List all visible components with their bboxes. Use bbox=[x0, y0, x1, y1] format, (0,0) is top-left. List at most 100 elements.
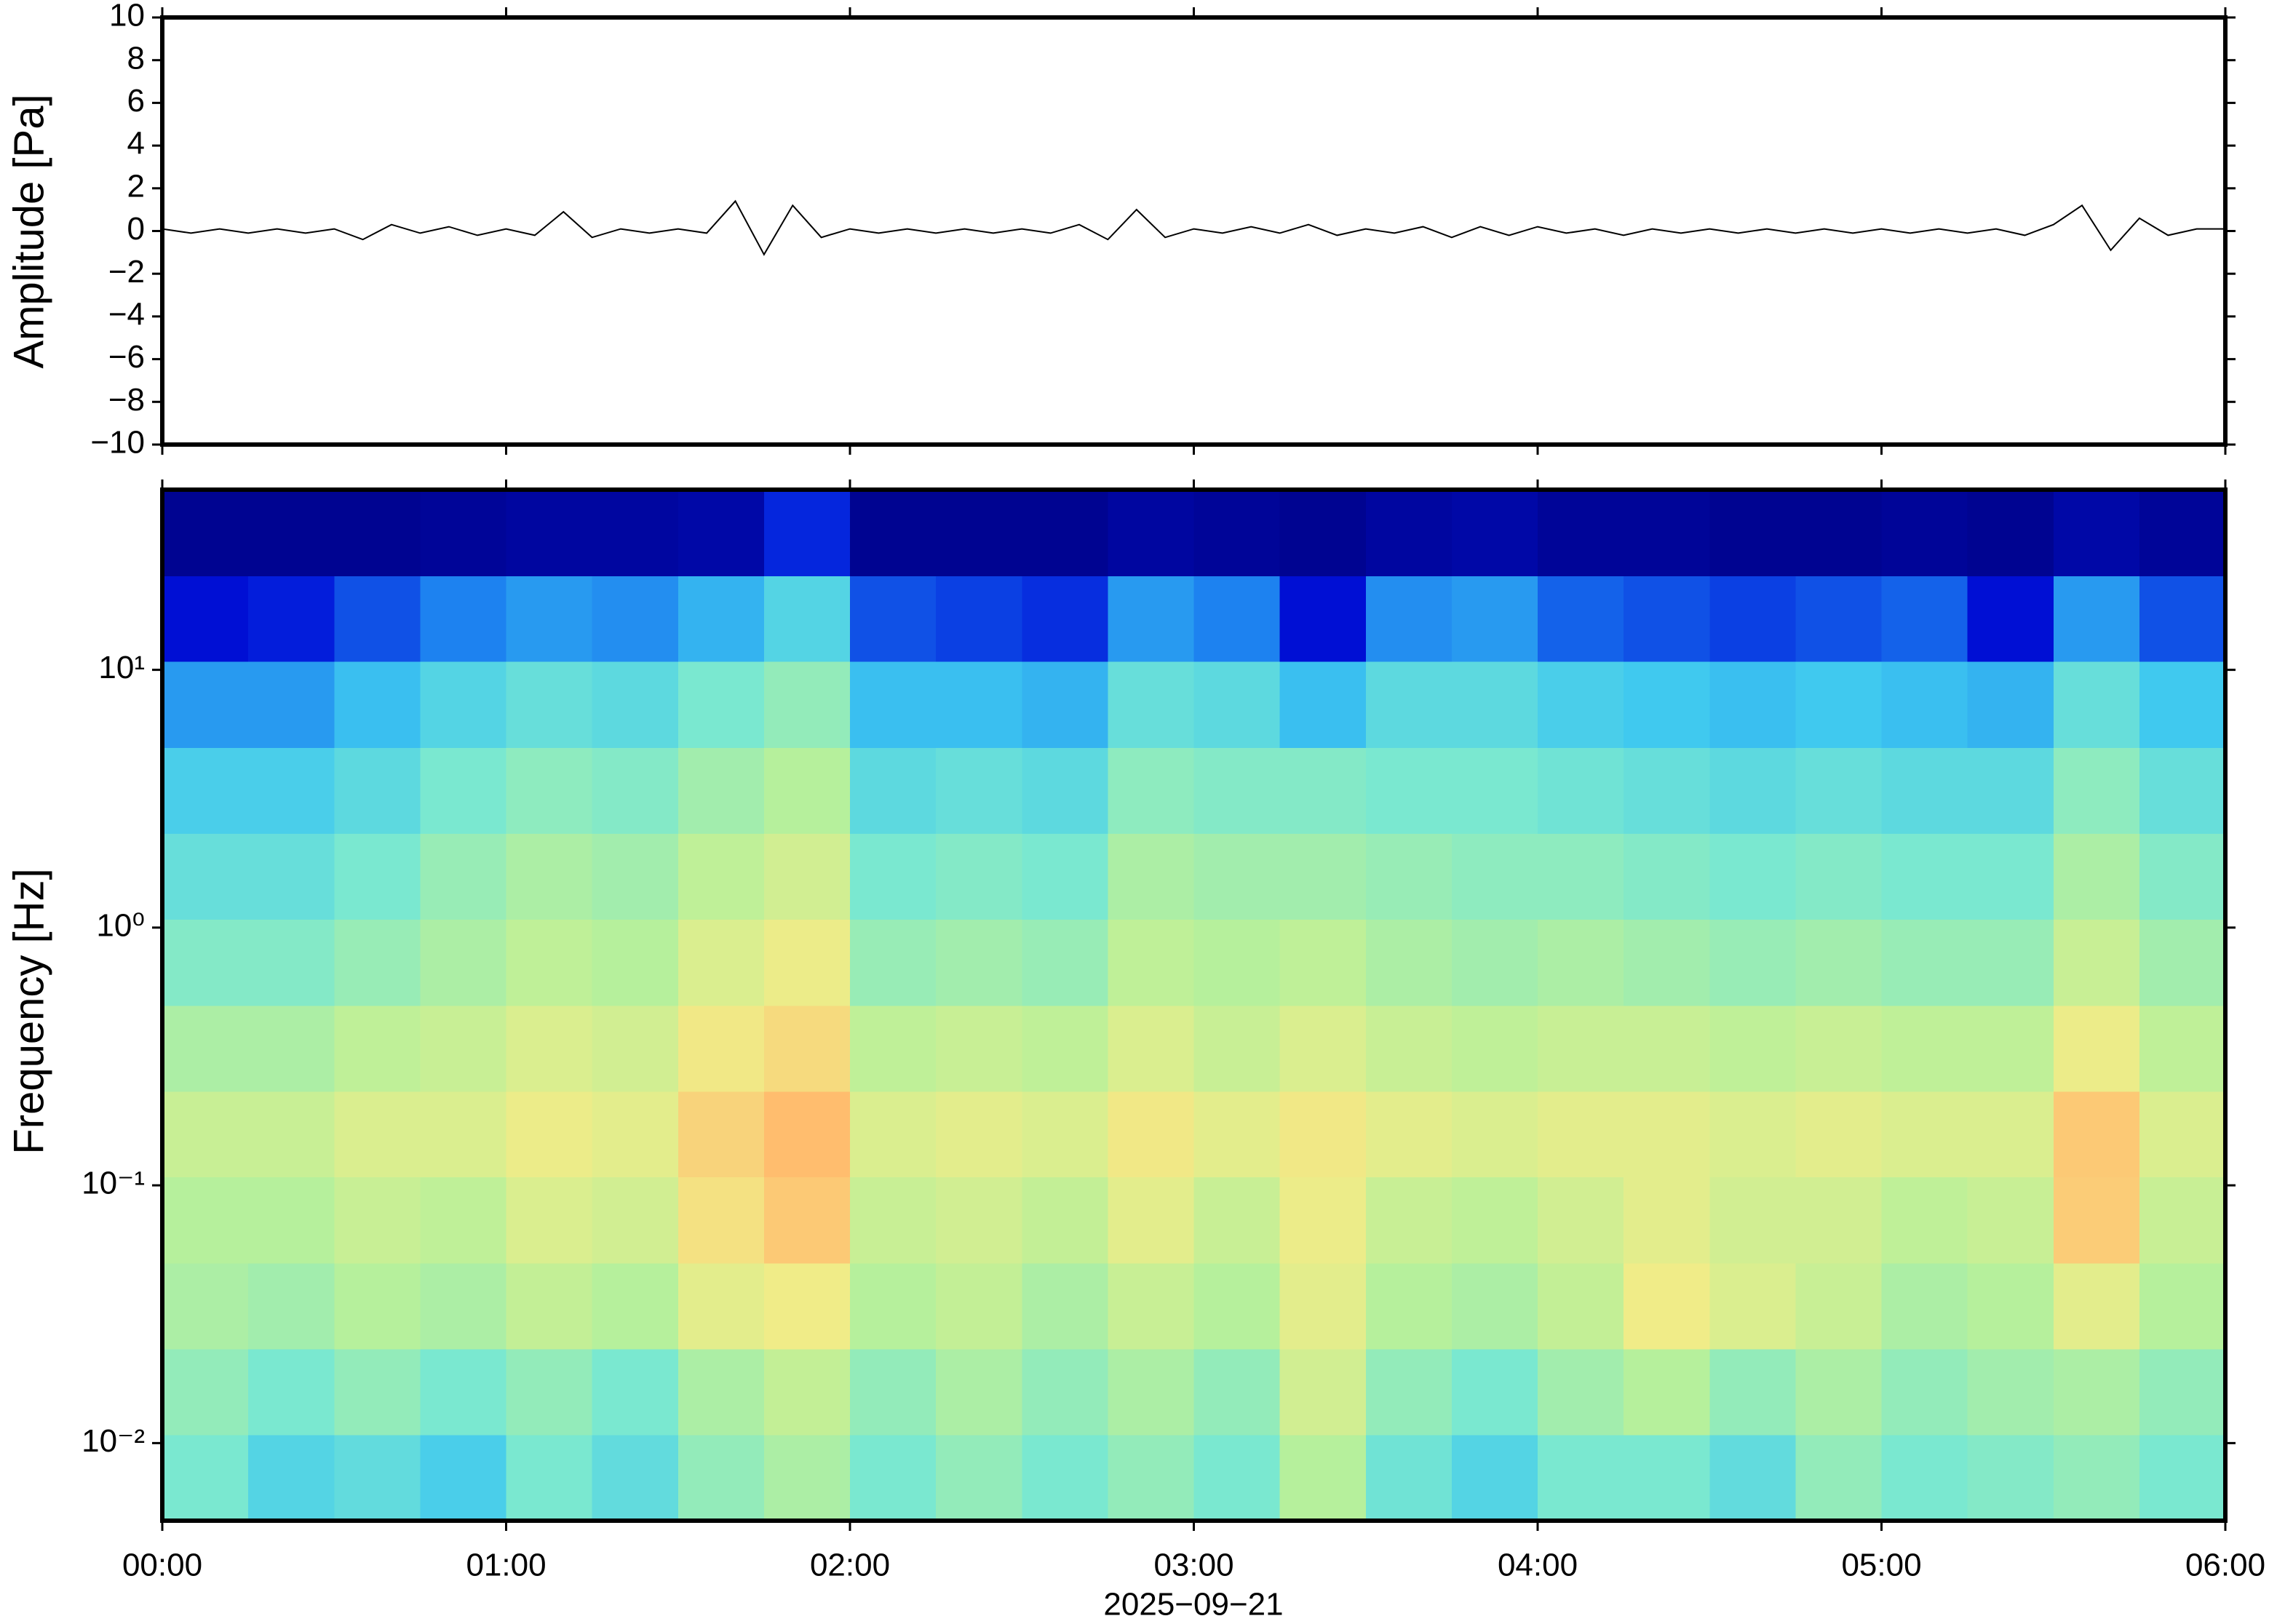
spectrogram-cell bbox=[1451, 919, 1538, 1006]
spectrogram-cell bbox=[763, 576, 851, 662]
spectrogram-cell bbox=[334, 1091, 421, 1178]
spectrogram-cell bbox=[936, 833, 1023, 920]
spectrogram-cell bbox=[850, 1005, 937, 1092]
spectrogram-cell bbox=[1795, 1091, 1883, 1178]
spectrogram-cell bbox=[1108, 747, 1195, 835]
spectrogram-cell bbox=[1193, 1348, 1281, 1436]
y-axis-title: Amplitude [Pa] bbox=[5, 94, 52, 368]
spectrogram-cell bbox=[1967, 490, 2054, 576]
spectrogram-cell bbox=[2053, 919, 2140, 1006]
spectrogram-cell bbox=[677, 661, 765, 749]
y-tick-label: 10⁰ bbox=[96, 907, 145, 943]
spectrogram-cell bbox=[1365, 661, 1453, 749]
spectrogram-cell bbox=[1193, 576, 1281, 662]
y-tick-label: −10 bbox=[90, 425, 145, 461]
spectrogram-cell bbox=[1967, 661, 2054, 749]
y-tick-label: 2 bbox=[127, 168, 145, 204]
spectrogram-cell bbox=[1709, 1348, 1797, 1436]
spectrogram-cell bbox=[1709, 661, 1797, 749]
spectrogram-cell bbox=[1538, 1262, 1624, 1350]
x-tick-label: 05:00 bbox=[1841, 1548, 1921, 1583]
spectrogram-cell bbox=[763, 1348, 851, 1436]
spectrogram-cell bbox=[2139, 1348, 2226, 1436]
spectrogram-cell bbox=[1451, 747, 1538, 835]
spectrogram-cell bbox=[2139, 661, 2226, 749]
x-tick-label: 00:00 bbox=[122, 1548, 202, 1583]
spectrogram-cell bbox=[1022, 490, 1109, 576]
spectrogram-cell bbox=[1193, 661, 1281, 749]
y-tick-label: −2 bbox=[108, 254, 145, 290]
spectrogram-cell bbox=[936, 1434, 1023, 1521]
spectrogram-cell bbox=[592, 1005, 679, 1092]
spectrogram-cell bbox=[1881, 833, 1968, 920]
spectrogram-cell bbox=[1022, 1005, 1109, 1092]
spectrogram-cell bbox=[677, 490, 765, 576]
spectrogram-cell bbox=[1279, 1434, 1367, 1521]
spectrogram-cell bbox=[936, 576, 1023, 662]
spectrogram-cell bbox=[2053, 1005, 2140, 1092]
spectrogram-cell bbox=[1624, 1091, 1711, 1178]
spectrogram-cell bbox=[506, 1434, 593, 1521]
spectrogram-cell bbox=[1279, 661, 1367, 749]
spectrogram-cell bbox=[1881, 1434, 1968, 1521]
spectrogram-cell bbox=[162, 1091, 249, 1178]
spectrogram-cell bbox=[1709, 833, 1797, 920]
spectrogram-cell bbox=[1967, 1262, 2054, 1350]
spectrogram-cell bbox=[1022, 576, 1109, 662]
spectrogram-cell bbox=[334, 919, 421, 1006]
spectrogram-cell bbox=[1709, 1005, 1797, 1092]
spectrogram-cell bbox=[763, 1005, 851, 1092]
spectrogram-cell bbox=[1881, 1091, 1968, 1178]
spectrogram-cell bbox=[592, 1434, 679, 1521]
spectrogram-cell bbox=[1108, 1434, 1195, 1521]
spectrogram-cell bbox=[1881, 1005, 1968, 1092]
spectrogram-cell bbox=[936, 919, 1023, 1006]
spectrogram-cell bbox=[936, 1348, 1023, 1436]
spectrogram-cell bbox=[1967, 747, 2054, 835]
spectrogram-cell bbox=[1365, 919, 1453, 1006]
spectrogram-cell bbox=[936, 1005, 1023, 1092]
spectrogram-cell bbox=[1795, 747, 1883, 835]
spectrogram-cell bbox=[2139, 1091, 2226, 1178]
spectrogram-cell bbox=[506, 1262, 593, 1350]
spectrogram-cell bbox=[763, 833, 851, 920]
spectrogram-cell bbox=[763, 1091, 851, 1178]
spectrogram-cell bbox=[1193, 833, 1281, 920]
spectrogram-cell bbox=[1795, 576, 1883, 662]
spectrogram-cell bbox=[334, 747, 421, 835]
spectrogram-cell bbox=[162, 833, 249, 920]
spectrogram-cell bbox=[1538, 747, 1624, 835]
spectrogram-cell bbox=[763, 1262, 851, 1350]
spectrogram-cell bbox=[1193, 1005, 1281, 1092]
spectrogram-cell bbox=[1795, 833, 1883, 920]
spectrogram-cell bbox=[592, 1091, 679, 1178]
spectrogram-cell bbox=[2053, 1177, 2140, 1264]
spectrogram-cell bbox=[850, 1348, 937, 1436]
spectrogram-cell bbox=[1624, 1348, 1711, 1436]
spectrogram-cell bbox=[1967, 1005, 2054, 1092]
spectrogram-cell bbox=[506, 490, 593, 576]
spectrogram-cell bbox=[2139, 490, 2226, 576]
spectrogram-cell bbox=[1538, 1177, 1624, 1264]
spectrogram-cell bbox=[1709, 747, 1797, 835]
spectrogram-cell bbox=[763, 1434, 851, 1521]
spectrogram-cell bbox=[162, 490, 249, 576]
spectrogram-cell bbox=[763, 1177, 851, 1264]
spectrogram-cell bbox=[1624, 1434, 1711, 1521]
spectrogram-cell bbox=[1193, 1262, 1281, 1350]
spectrogram-cell bbox=[162, 1177, 249, 1264]
spectrogram-cell bbox=[592, 490, 679, 576]
spectrogram-cell bbox=[1279, 833, 1367, 920]
spectrogram-cell bbox=[1108, 1005, 1195, 1092]
spectrogram-cell bbox=[936, 1091, 1023, 1178]
spectrogram-cell bbox=[850, 490, 937, 576]
spectrogram-cell bbox=[2139, 1434, 2226, 1521]
spectrogram-cell bbox=[1709, 1434, 1797, 1521]
spectrogram-cell bbox=[1022, 1091, 1109, 1178]
spectrogram-cell bbox=[1795, 1005, 1883, 1092]
spectrogram-cell bbox=[1279, 1262, 1367, 1350]
spectrogram-cell bbox=[506, 576, 593, 662]
spectrogram-cell bbox=[1279, 490, 1367, 576]
spectrogram-cell bbox=[1365, 1177, 1453, 1264]
